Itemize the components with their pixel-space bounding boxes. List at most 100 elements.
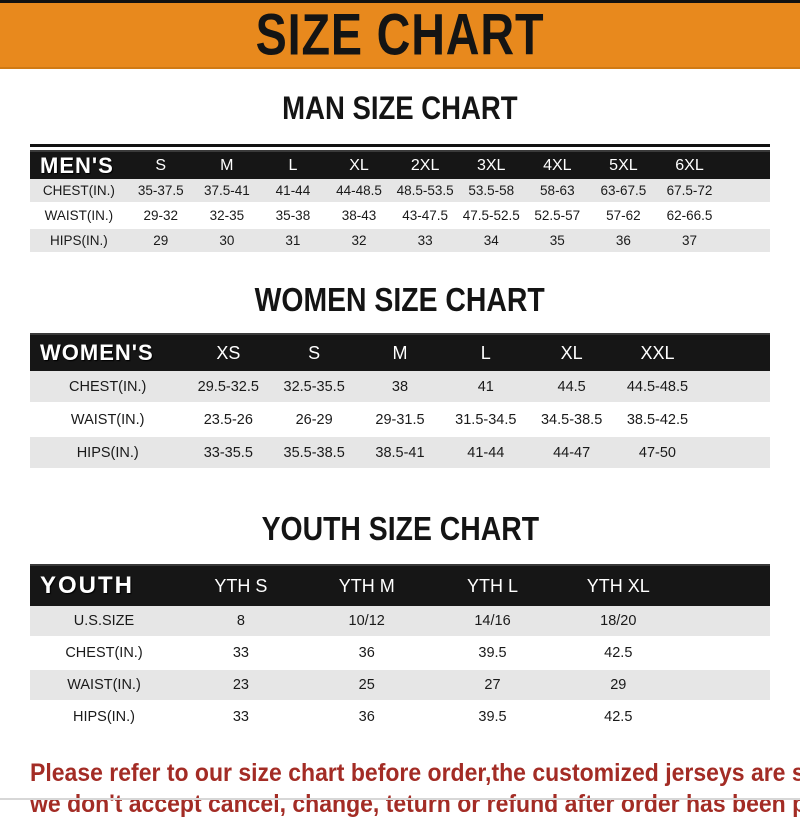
youth-section-title: YOUTH SIZE CHART: [261, 510, 539, 547]
header-spacer: [722, 150, 770, 179]
table-row: CHEST(IN.) 29.5-32.5 32.5-35.5 38 41 44.5 44.5…: [30, 371, 770, 404]
size-column-header: S: [127, 150, 194, 179]
size-cell: 38.5-41: [357, 436, 443, 470]
size-column-header: S: [271, 333, 358, 371]
size-table: WOMEN'S XS S M L XL XXL CHEST(IN.) 29.5-32.5 32.5…: [30, 333, 770, 470]
size-cell: 44-48.5: [325, 179, 393, 204]
row-spacer: [722, 179, 770, 204]
size-cell: 53.5-58: [458, 179, 525, 204]
size-cell: 33: [392, 228, 459, 254]
men-section-title: MAN SIZE CHART: [282, 90, 518, 126]
size-cell: 47.5-52.5: [458, 203, 525, 229]
size-table: MEN'S S M L XL 2XL 3XL 4XL 5XL 6XL CHEST(IN.) 35-37…: [30, 150, 770, 254]
size-column-header: M: [357, 333, 443, 371]
size-cell: 39.5: [429, 701, 556, 734]
size-column-header: 5XL: [590, 150, 657, 179]
row-label: U.S.SIZE: [30, 606, 178, 638]
row-spacer: [722, 203, 770, 229]
size-cell: 32-35: [193, 203, 260, 229]
table-group-label: WOMEN'S: [30, 333, 186, 371]
bottom-border-line: [0, 798, 800, 800]
size-cell: 26-29: [271, 403, 358, 437]
size-cell: 62-66.5: [656, 203, 723, 229]
row-spacer: [700, 436, 770, 470]
size-cell: 33: [178, 701, 304, 734]
row-label: HIPS(IN.): [30, 436, 186, 470]
size-cell: 57-62: [590, 203, 657, 229]
size-cell: 63-67.5: [590, 179, 657, 204]
size-column-header: M: [193, 150, 260, 179]
size-column-header: 3XL: [458, 150, 525, 179]
row-label: WAIST(IN.): [30, 669, 178, 702]
size-column-header: XL: [528, 333, 615, 371]
row-label: WAIST(IN.): [30, 203, 128, 229]
size-cell: 18/20: [555, 606, 682, 638]
size-column-header: L: [442, 333, 529, 371]
size-cell: 23.5-26: [185, 403, 272, 437]
size-cell: 38-43: [325, 203, 393, 229]
size-cell: 34: [458, 228, 525, 254]
size-cell: 32: [325, 228, 393, 254]
size-cell: 31.5-34.5: [442, 403, 529, 437]
footer-line-2: we don't accept cancel, change, teturn o…: [30, 790, 800, 818]
size-cell: 31: [259, 228, 326, 254]
size-cell: 36: [303, 701, 430, 734]
size-cell: 42.5: [555, 701, 682, 734]
size-cell: 52.5-57: [524, 203, 591, 229]
header-spacer: [681, 564, 770, 606]
size-column-header: L: [259, 150, 326, 179]
table-group-label: MEN'S: [30, 150, 128, 179]
table-group-label: YOUTH: [30, 564, 178, 606]
size-cell: 41-44: [259, 179, 326, 204]
footer-line-1: Please refer to our size chart before or…: [30, 759, 800, 787]
size-cell: 67.5-72: [656, 179, 723, 204]
size-cell: 43-47.5: [392, 203, 459, 229]
size-cell: 38: [357, 371, 443, 404]
size-header-row: MEN'S S M L XL 2XL 3XL 4XL 5XL 6XL: [30, 150, 770, 179]
size-table: YOUTH YTH S YTH M YTH L YTH XL U.S.SIZE 8 10/12…: [30, 564, 770, 734]
size-cell: 30: [193, 228, 260, 254]
size-cell: 42.5: [555, 637, 682, 670]
size-cell: 10/12: [303, 606, 430, 638]
row-label: CHEST(IN.): [30, 179, 128, 204]
size-cell: 35.5-38.5: [271, 436, 358, 470]
size-cell: 34.5-38.5: [528, 403, 615, 437]
size-cell: 48.5-53.5: [392, 179, 459, 204]
size-cell: 8: [178, 606, 304, 638]
row-spacer: [700, 403, 770, 437]
size-cell: 29-32: [127, 203, 194, 229]
row-spacer: [700, 371, 770, 404]
table-row: WAIST(IN.) 29-32 32-35 35-38 38-43 43-47.5 47.…: [30, 203, 770, 229]
size-column-header: YTH S: [178, 564, 304, 606]
table-row: HIPS(IN.) 33-35.5 35.5-38.5 38.5-41 41-44 44-…: [30, 436, 770, 470]
size-column-header: XS: [185, 333, 272, 371]
size-column-header: 2XL: [392, 150, 459, 179]
top-border-line: [0, 0, 800, 3]
footer-note: Please refer to our size chart before or…: [30, 758, 800, 820]
row-spacer: [681, 606, 770, 638]
row-label: WAIST(IN.): [30, 403, 186, 437]
size-cell: 38.5-42.5: [614, 403, 701, 437]
size-cell: 14/16: [429, 606, 556, 638]
row-spacer: [681, 669, 770, 702]
row-label: HIPS(IN.): [30, 228, 128, 254]
size-cell: 47-50: [614, 436, 701, 470]
size-cell: 35-37.5: [127, 179, 194, 204]
size-cell: 44.5-48.5: [614, 371, 701, 404]
size-cell: 41-44: [442, 436, 529, 470]
size-column-header: 6XL: [656, 150, 723, 179]
table-row: U.S.SIZE 8 10/12 14/16 18/20: [30, 606, 770, 638]
table-row: HIPS(IN.) 29 30 31 32 33 34 35 36 37: [30, 228, 770, 254]
row-label: HIPS(IN.): [30, 701, 178, 734]
men-size-table: MEN'S S M L XL 2XL 3XL 4XL 5XL 6XL CHEST(IN.) 35-37…: [30, 144, 770, 254]
size-cell: 44-47: [528, 436, 615, 470]
size-header-row: YOUTH YTH S YTH M YTH L YTH XL: [30, 564, 770, 606]
size-cell: 23: [178, 669, 304, 702]
size-cell: 37: [656, 228, 723, 254]
table-row: WAIST(IN.) 23 25 27 29: [30, 669, 770, 702]
table-row: HIPS(IN.) 33 36 39.5 42.5: [30, 701, 770, 734]
size-column-header: 4XL: [524, 150, 591, 179]
header-spacer: [700, 333, 770, 371]
women-section-title: WOMEN SIZE CHART: [254, 281, 546, 318]
size-cell: 35-38: [259, 203, 326, 229]
